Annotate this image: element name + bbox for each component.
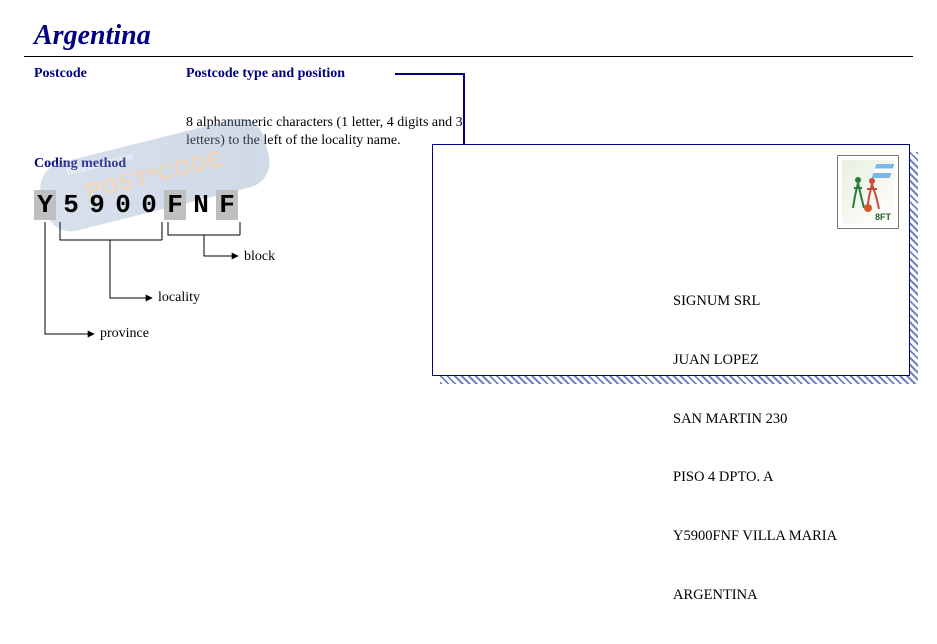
stamp-art: 8FT: [842, 160, 894, 224]
code-char-7: F: [216, 190, 238, 220]
postcode-heading: Postcode: [34, 66, 87, 82]
code-char-2: 9: [86, 190, 108, 220]
address-line-0: SIGNUM SRL: [673, 292, 837, 312]
stamp-price: 8FT: [875, 212, 891, 222]
code-char-4: 0: [138, 190, 160, 220]
page: Argentina Postcode Postcode type and pos…: [0, 0, 937, 532]
country-title: Argentina: [34, 20, 913, 52]
stamp-ball-icon: [864, 204, 872, 212]
postcode-type-heading: Postcode type and position: [186, 66, 345, 82]
address-line-5: ARGENTINA: [673, 586, 837, 606]
annotation-block: block: [244, 249, 275, 265]
code-char-3: 0: [112, 190, 134, 220]
address-line-1: JUAN LOPEZ: [673, 351, 837, 371]
title-rule: [24, 56, 913, 57]
code-char-1: 5: [60, 190, 82, 220]
code-char-5: F: [164, 190, 186, 220]
address-line-3: PISO 4 DPTO. A: [673, 468, 837, 488]
code-char-6: N: [190, 190, 212, 220]
annotation-province: province: [100, 326, 149, 342]
address-line-2: SAN MARTIN 230: [673, 410, 837, 430]
postage-stamp: 8FT: [837, 155, 899, 229]
postcode-example: Y 5 9 0 0 F N F: [34, 190, 238, 220]
envelope-address: SIGNUM SRL JUAN LOPEZ SAN MARTIN 230 PIS…: [673, 253, 837, 644]
code-char-0: Y: [34, 190, 56, 220]
address-line-4: Y5900FNF VILLA MARIA: [673, 527, 837, 547]
annotation-locality: locality: [158, 290, 200, 306]
envelope: 8FT SIGNUM SRL JUAN LOPEZ SAN MARTIN 230…: [432, 144, 910, 376]
